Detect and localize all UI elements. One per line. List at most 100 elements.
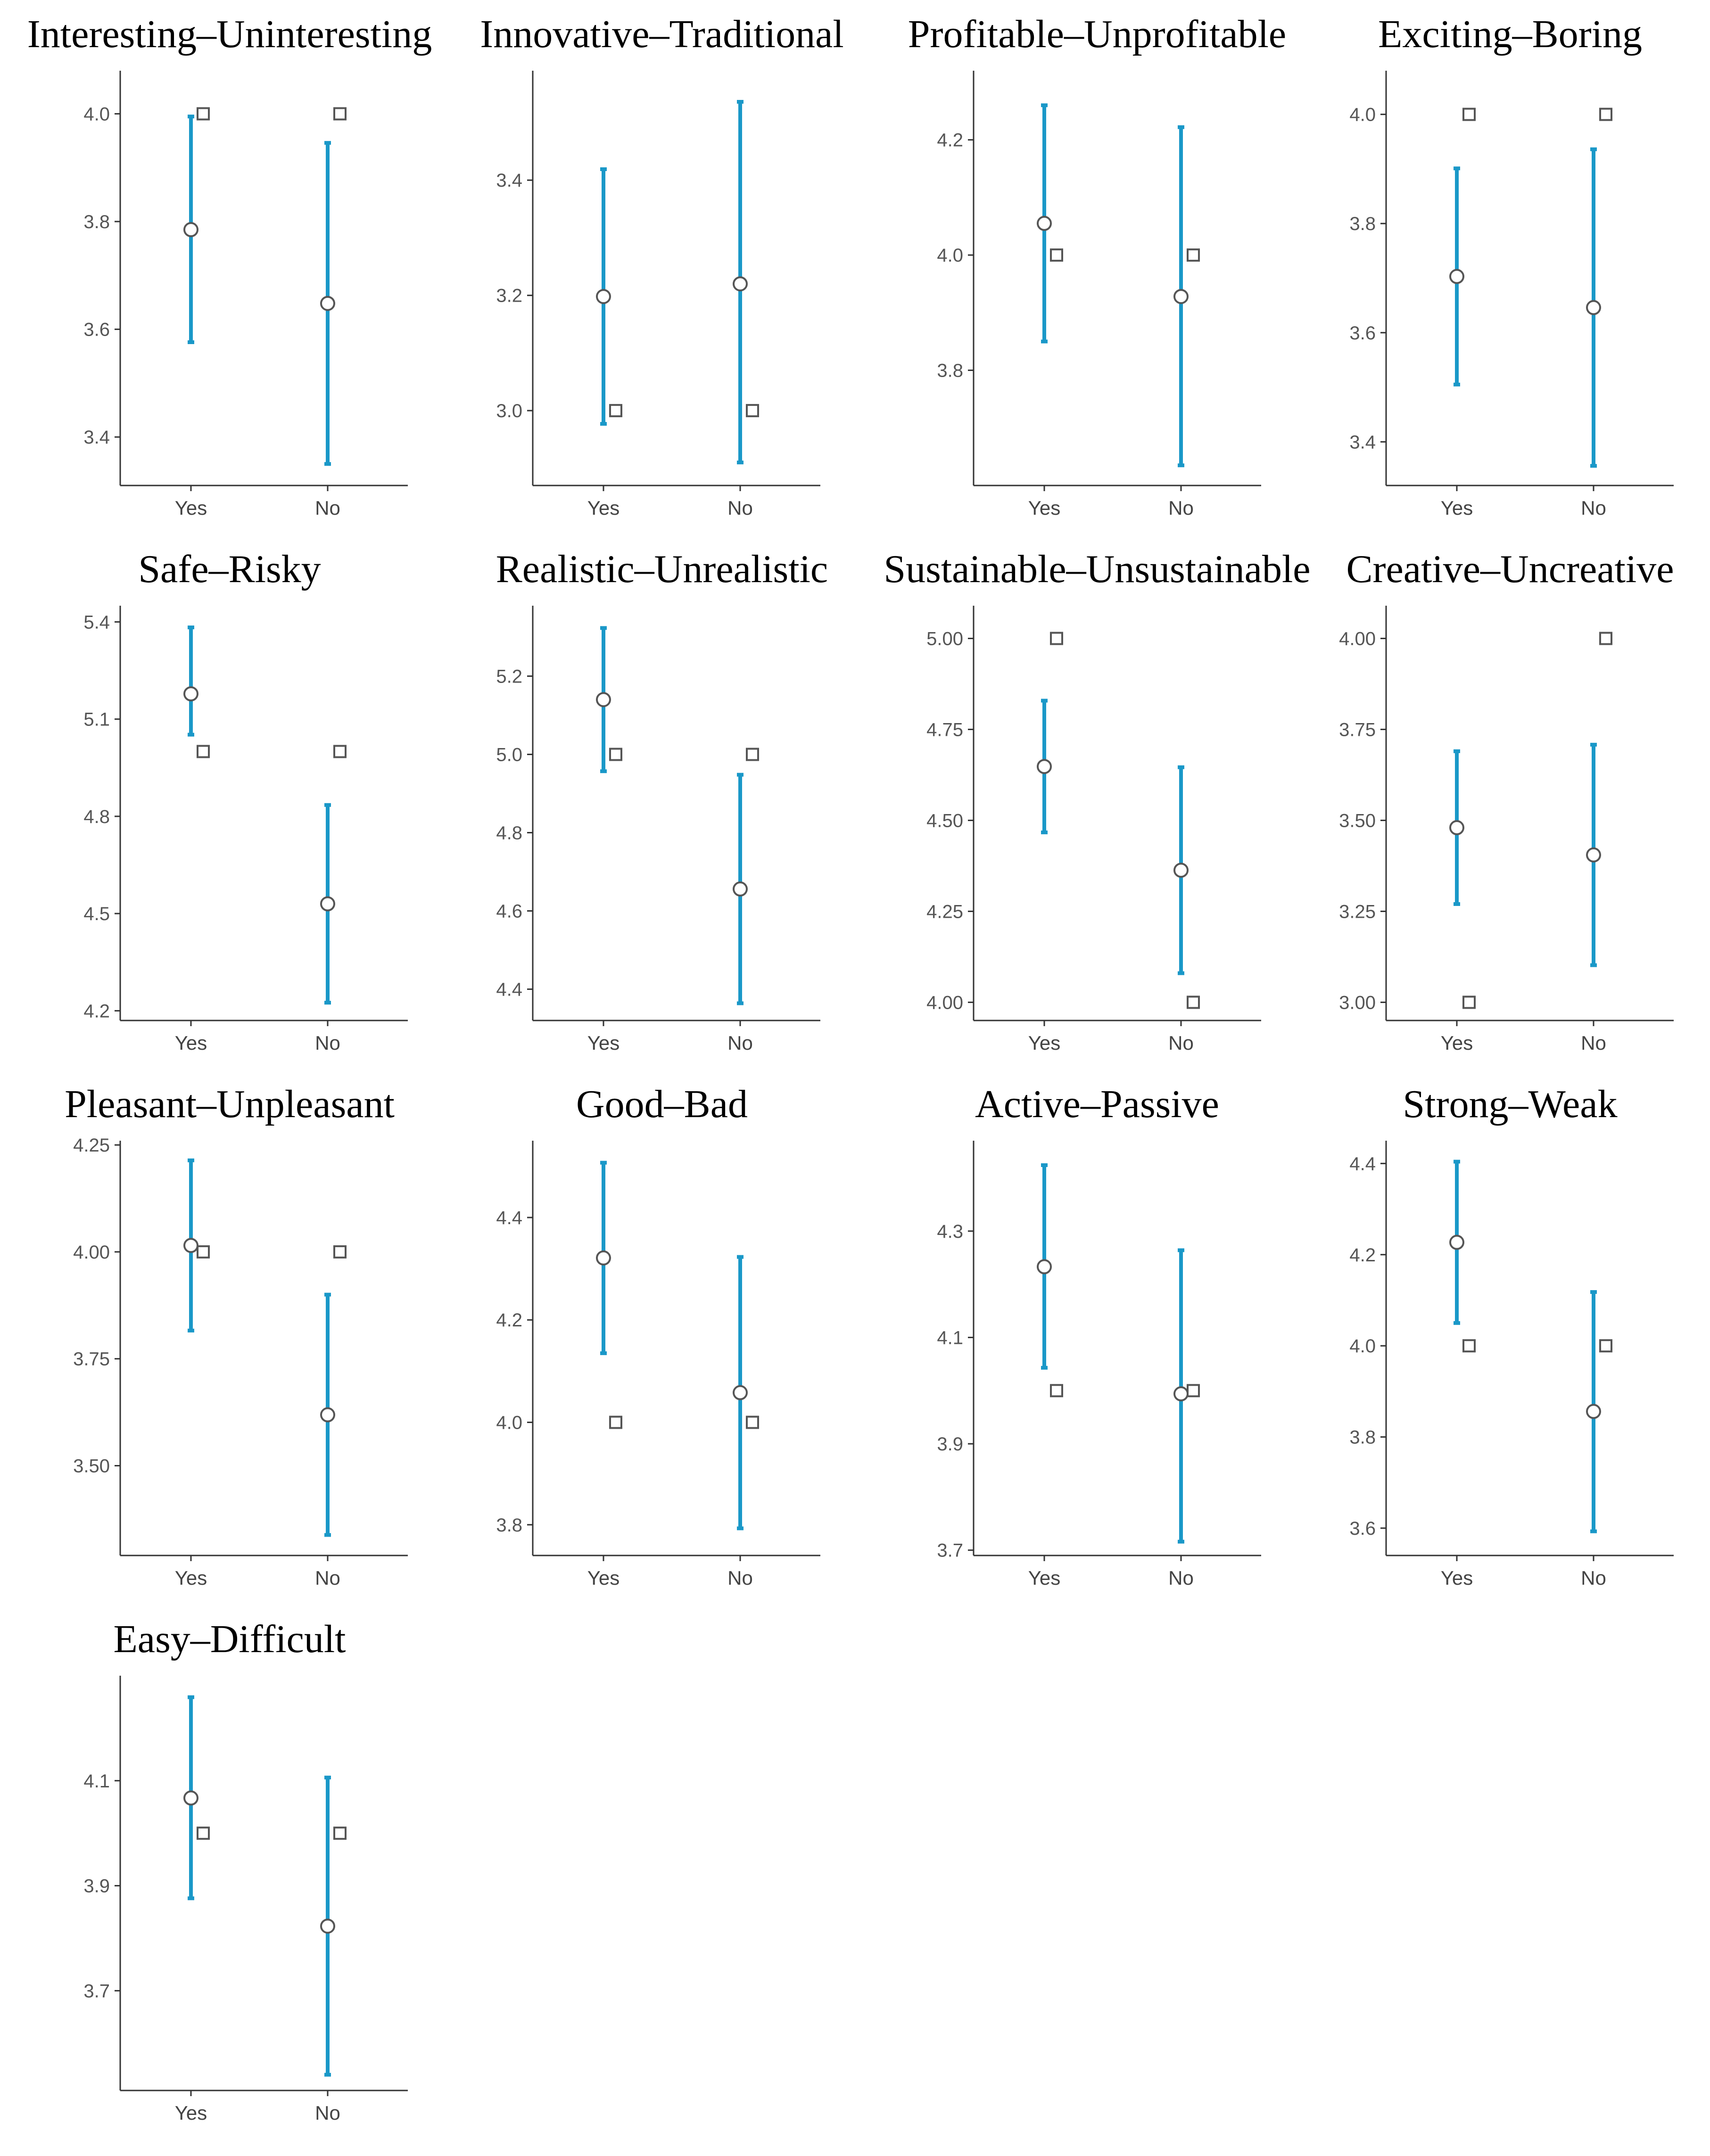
x-tick-label: No	[1581, 1567, 1606, 1589]
x-tick-label: Yes	[587, 497, 620, 519]
y-tick-label: 5.1	[83, 709, 110, 730]
y-tick-label: 3.2	[496, 286, 522, 306]
chart-panel: Safe–Risky 4.2 4.5 4.8 5.1 5.4 Yes No	[83, 547, 408, 1054]
chart-panel: Active–Passive 3.7 3.9 4.1 4.3 Yes No	[937, 1082, 1261, 1589]
mean-marker	[320, 1918, 335, 1934]
y-tick-label: 4.8	[83, 806, 110, 827]
y-tick-label: 4.00	[1339, 628, 1376, 649]
chart-panel: Profitable–Unprofitable 3.8 4.0 4.2 Yes No	[908, 12, 1286, 519]
y-tick-label: 4.0	[1349, 1336, 1376, 1357]
mean-marker	[1037, 215, 1052, 231]
mean-marker	[183, 1790, 198, 1806]
y-tick-label: 4.0	[1349, 105, 1376, 125]
y-tick-label: 4.4	[496, 1208, 522, 1228]
mean-marker	[183, 222, 198, 238]
median-marker	[1187, 996, 1200, 1009]
x-tick-label: Yes	[587, 1032, 620, 1054]
mean-marker	[1037, 759, 1052, 774]
median-marker	[746, 748, 759, 761]
chart-panel: Realistic–Unrealistic 4.4 4.6 4.8 5.0 5.2 Yes N…	[496, 547, 828, 1054]
x-tick-label: Yes	[1441, 1032, 1473, 1054]
y-tick-label: 3.00	[1339, 992, 1376, 1013]
y-tick-label: 4.6	[496, 901, 522, 922]
y-tick-label: 3.75	[1339, 719, 1376, 740]
x-tick-label: No	[1168, 497, 1194, 519]
mean-marker	[183, 1238, 198, 1253]
chart-panel: Easy–Difficult 3.7 3.9 4.1 Yes No	[83, 1617, 408, 2124]
x-tick-label: Yes	[1028, 497, 1061, 519]
y-tick-label: 3.6	[1349, 1518, 1376, 1539]
y-tick-label: 4.25	[73, 1135, 110, 1156]
y-tick-label: 4.2	[83, 1001, 110, 1021]
y-tick-label: 4.2	[937, 130, 963, 151]
median-marker	[746, 1415, 759, 1429]
y-tick-label: 3.8	[1349, 1427, 1376, 1448]
x-tick-label: No	[315, 1567, 340, 1589]
median-marker	[609, 404, 622, 418]
y-tick-label: 3.6	[83, 320, 110, 340]
y-tick-label: 5.4	[83, 612, 110, 633]
y-tick-label: 4.0	[496, 1413, 522, 1433]
mean-marker	[320, 296, 335, 311]
median-marker	[1462, 107, 1476, 121]
mean-marker	[1173, 1386, 1189, 1402]
x-tick-label: Yes	[1028, 1567, 1061, 1589]
median-marker	[333, 1827, 347, 1840]
median-marker	[1599, 1339, 1612, 1353]
y-tick-label: 3.9	[83, 1876, 110, 1897]
y-tick-label: 4.00	[926, 992, 963, 1013]
x-tick-label: Yes	[175, 497, 207, 519]
y-tick-label: 3.0	[496, 401, 522, 421]
mean-marker	[596, 289, 611, 304]
chart-title: Easy–Difficult	[113, 1617, 346, 1661]
mean-marker	[733, 881, 748, 897]
x-tick-label: No	[727, 497, 753, 519]
chart-title: Realistic–Unrealistic	[496, 547, 828, 591]
chart-panel: Creative–Uncreative 3.00 3.25 3.50 3.75 4.00 Y…	[1339, 547, 1674, 1054]
y-tick-label: 3.8	[937, 361, 963, 381]
median-marker	[333, 1245, 347, 1259]
x-tick-label: Yes	[175, 1032, 207, 1054]
y-tick-label: 4.25	[926, 901, 963, 922]
chart-title: Active–Passive	[975, 1082, 1219, 1126]
chart-title: Good–Bad	[576, 1082, 748, 1126]
chart-title: Safe–Risky	[138, 547, 321, 591]
mean-marker	[1586, 300, 1601, 315]
x-tick-label: No	[1168, 1032, 1194, 1054]
median-marker	[197, 745, 210, 758]
median-marker	[197, 1827, 210, 1840]
median-marker	[1462, 1339, 1476, 1353]
mean-marker	[1173, 863, 1189, 878]
x-tick-label: Yes	[175, 1567, 207, 1589]
x-tick-label: Yes	[1441, 1567, 1473, 1589]
median-marker	[1050, 248, 1063, 262]
chart-panel: Interesting–Uninteresting 3.4 3.6 3.8 4.0 Yes…	[27, 12, 432, 519]
y-tick-label: 4.2	[1349, 1245, 1376, 1266]
mean-marker	[320, 896, 335, 912]
mean-marker	[596, 692, 611, 708]
chart-panel: Strong–Weak 3.6 3.8 4.0 4.2 4.4 Yes No	[1349, 1082, 1674, 1589]
chart-title: Interesting–Uninteresting	[27, 12, 432, 56]
chart-title: Pleasant–Unpleasant	[65, 1082, 395, 1126]
median-marker	[1599, 632, 1612, 645]
x-tick-label: No	[1581, 1032, 1606, 1054]
y-tick-label: 4.3	[937, 1221, 963, 1242]
mean-marker	[1449, 820, 1464, 835]
y-tick-label: 5.2	[496, 666, 522, 687]
median-marker	[1187, 248, 1200, 262]
mean-marker	[1037, 1259, 1052, 1275]
mean-marker	[320, 1407, 335, 1423]
x-tick-label: Yes	[1441, 497, 1473, 519]
median-marker	[1050, 632, 1063, 645]
y-tick-label: 3.8	[1349, 214, 1376, 234]
median-marker	[609, 1415, 622, 1429]
y-tick-label: 3.7	[83, 1981, 110, 2001]
chart-title: Strong–Weak	[1403, 1082, 1617, 1126]
chart-title: Exciting–Boring	[1378, 12, 1642, 56]
y-tick-label: 4.1	[937, 1327, 963, 1348]
chart-panel: Good–Bad 3.8 4.0 4.2 4.4 Yes No	[496, 1082, 820, 1589]
x-tick-label: No	[727, 1567, 753, 1589]
y-tick-label: 4.0	[937, 245, 963, 266]
chart-title: Innovative–Traditional	[480, 12, 843, 56]
y-tick-label: 4.4	[1349, 1153, 1376, 1174]
